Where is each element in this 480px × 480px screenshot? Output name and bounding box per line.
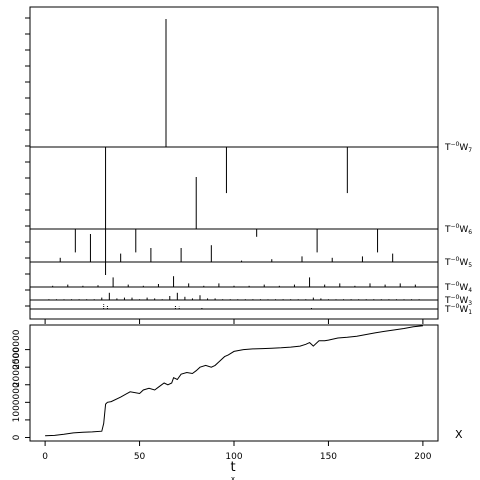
level-label: T−0W7	[444, 141, 472, 154]
bottom-panel-frame	[29, 324, 439, 442]
x-tick-label: 200	[414, 452, 431, 462]
x-axis-title: t	[230, 460, 235, 475]
level-label: T−0W3	[444, 294, 472, 307]
wavelet-panel	[25, 17, 438, 324]
level-label: T−0W5	[444, 256, 472, 269]
y-tick-label: 2000000	[12, 347, 22, 387]
series-line	[45, 325, 423, 437]
x-tick-label: 100	[225, 452, 242, 462]
x-tick-label: 50	[134, 452, 146, 462]
level-label: T−0W6	[444, 223, 472, 236]
x-tick-label: 150	[320, 452, 337, 462]
top-panel-frame	[29, 6, 439, 320]
x-tick-label: 0	[42, 452, 48, 462]
y-tick-label: 0	[12, 434, 22, 440]
y-tick-label: 1000000	[12, 382, 22, 422]
y-tick-label: 2500000	[12, 329, 22, 369]
x-axis-subtitle: x	[231, 475, 235, 480]
series-right-label: X	[455, 428, 463, 441]
level-label: T−0W4	[444, 281, 472, 294]
level-label: T−0W1	[444, 303, 472, 316]
